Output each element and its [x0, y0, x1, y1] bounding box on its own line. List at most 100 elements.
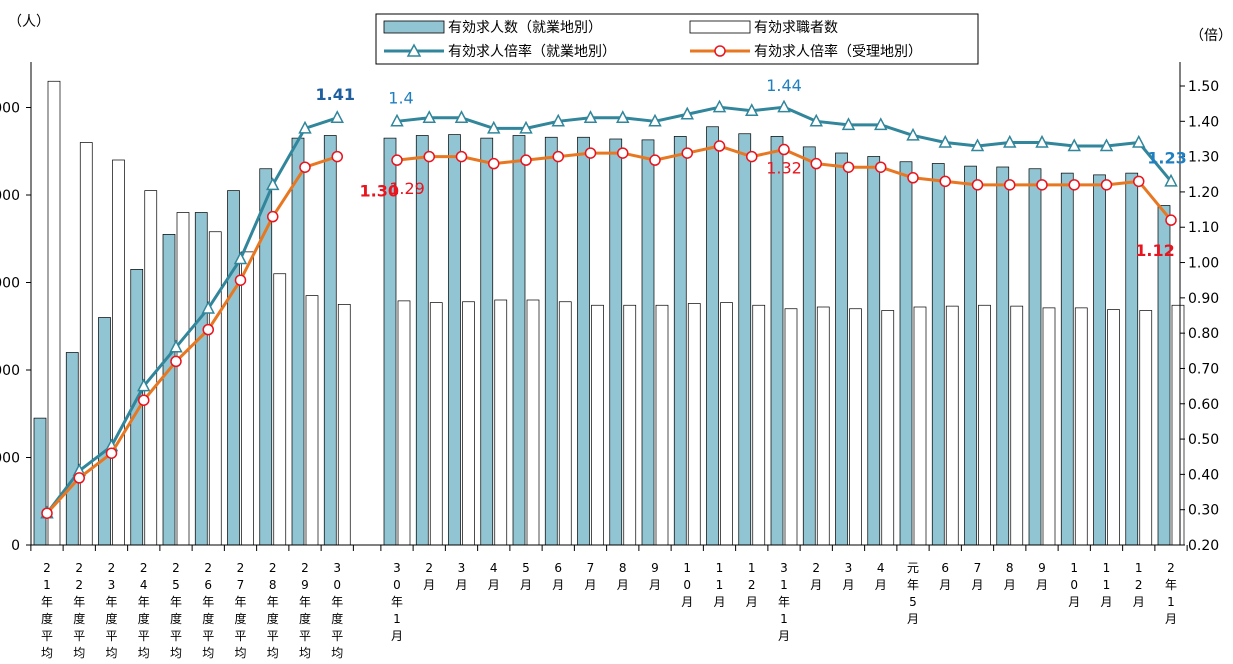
category-label: 5月 — [520, 561, 532, 592]
category-label-char: 月 — [1133, 595, 1145, 609]
left-tick-label: 000 — [0, 363, 20, 379]
point-ratio-work — [777, 99, 791, 113]
category-label-char: 月 — [810, 578, 822, 592]
category-label-char: 6 — [941, 561, 949, 575]
category-label-char: 平 — [331, 629, 343, 643]
category-label-char: 9 — [301, 578, 309, 592]
category-label-char: 月 — [971, 578, 983, 592]
bar-job-seekers — [752, 304, 766, 546]
point-ratio-work — [680, 106, 694, 120]
category-label-char: 0 — [683, 578, 691, 592]
bar-job-seekers — [273, 273, 287, 546]
legend-box — [375, 13, 979, 65]
category-label-char: 平 — [234, 629, 246, 643]
point-ratio-work — [1035, 134, 1049, 148]
data-label: 1.12 — [1135, 241, 1174, 260]
bar-job-seekers — [462, 301, 475, 546]
point-ratio-work — [745, 103, 759, 116]
right-tick-label: 0.40 — [1188, 467, 1219, 483]
category-label-char: 0 — [1070, 578, 1078, 592]
category-label: 3 0 年 1 月 — [391, 561, 403, 643]
category-label-char: 度 — [234, 611, 246, 626]
bar-job-seekers — [112, 159, 125, 546]
right-tick-label: 1.40 — [1188, 114, 1219, 130]
left-tick-label: 000 — [0, 276, 20, 292]
bar-job-seekers — [720, 302, 733, 546]
right-tick-label: 0.20 — [1188, 538, 1219, 554]
category-label-char: 5 — [172, 578, 180, 592]
category-label-char: 1 — [780, 612, 788, 626]
category-label-char: 均 — [299, 646, 311, 660]
category-label: 1 0 月 — [1068, 561, 1080, 609]
category-label-char: 1 — [780, 578, 788, 592]
data-annotations: 1.41 1.30 1.4 1.29 1.44 1.32 1.23 1.12 — [316, 76, 1187, 260]
point-ratio-work — [616, 110, 630, 124]
category-label-char: 2 — [204, 561, 212, 575]
legend-marker-triangle — [406, 43, 422, 57]
category-label-char: 0 — [333, 578, 341, 592]
category-label-char: 年 — [267, 595, 279, 609]
category-label-char: 年 — [202, 595, 214, 609]
point-ratio-work — [583, 110, 598, 124]
bar-job-seekers — [144, 190, 158, 546]
category-label-char: 5 — [522, 561, 530, 575]
point-ratio-accept — [455, 150, 468, 163]
category-label: 1 1 月 — [1100, 561, 1112, 609]
category-label-char: 月 — [1004, 578, 1016, 592]
category-label: 7月 — [584, 561, 596, 592]
category-label-char: 2 — [812, 561, 820, 575]
bar-job-offers — [706, 126, 719, 546]
point-ratio-work — [906, 127, 920, 141]
bar-job-offers — [162, 234, 176, 546]
category-label-char: 平 — [267, 629, 279, 643]
category-label: 4月 — [488, 561, 500, 592]
point-ratio-work — [970, 138, 985, 152]
category-label-char: 月 — [423, 578, 435, 592]
category-label-char: 年 — [138, 595, 150, 609]
category-label-char: 度 — [138, 611, 150, 626]
bar-job-seekers — [241, 251, 254, 546]
data-label: 1.32 — [766, 159, 802, 178]
category-label-char: 平 — [170, 629, 182, 643]
category-label-char: 7 — [237, 578, 245, 592]
right-tick-label: 1.20 — [1188, 185, 1219, 201]
point-ratio-accept — [1004, 179, 1016, 191]
category-label-char: 5 — [909, 595, 917, 609]
bar-job-seekers — [623, 304, 637, 546]
right-tick-label: 0.30 — [1188, 503, 1219, 519]
bar-job-offers — [227, 190, 240, 546]
category-label-char: 2 — [43, 561, 51, 575]
point-ratio-accept — [746, 150, 758, 163]
point-ratio-work — [648, 113, 662, 127]
category-label-char: 4 — [877, 561, 885, 575]
category-label-char: 1 — [683, 561, 691, 575]
point-ratio-accept — [778, 143, 790, 156]
bar-job-seekers — [881, 310, 895, 546]
bar-job-seekers — [978, 304, 991, 546]
category-label-char: 4 — [140, 578, 148, 592]
legend-marker-circle — [714, 45, 726, 57]
category-label-char: 8 — [269, 578, 277, 592]
point-ratio-accept — [138, 394, 150, 406]
category-label-char: 0 — [393, 578, 401, 592]
point-ratio-work — [1132, 134, 1146, 148]
category-label-char: 3 — [780, 561, 788, 575]
category-label: 7月 — [971, 561, 983, 592]
category-label: 9月 — [1036, 561, 1048, 592]
bar-job-offers — [512, 135, 526, 546]
bar-job-seekers — [1171, 304, 1185, 546]
point-ratio-accept — [875, 161, 887, 173]
bar-job-seekers — [494, 299, 508, 546]
category-label-char: 2 — [237, 561, 245, 575]
bar-job-offers — [641, 139, 655, 546]
point-ratio-accept — [713, 140, 726, 152]
category-label-char: 月 — [649, 578, 661, 592]
point-ratio-work — [809, 113, 823, 127]
bar-job-seekers — [655, 304, 669, 546]
